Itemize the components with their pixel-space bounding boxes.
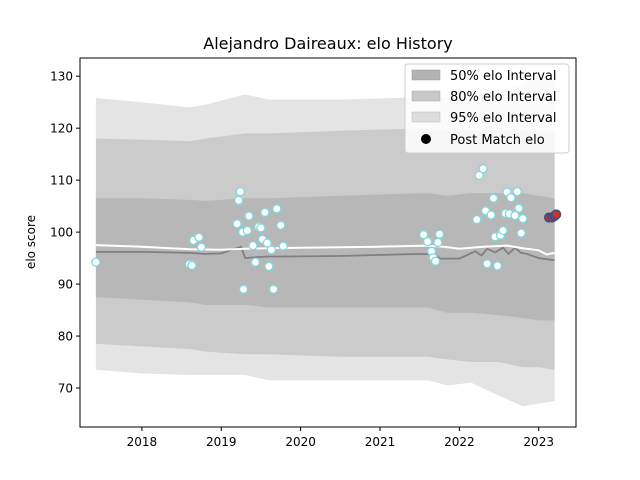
- post-match-point: [498, 225, 508, 236]
- post-match-point: [196, 242, 207, 252]
- post-match-point: [235, 186, 245, 197]
- plot-frame: [79, 57, 577, 428]
- post-match-point: [418, 230, 429, 240]
- x-tick-label: 2018: [127, 435, 158, 449]
- post-match-point: [516, 228, 526, 238]
- post-match-point: [266, 245, 276, 255]
- plot-area: [91, 73, 562, 407]
- y-tick-label: 130: [50, 70, 73, 84]
- x-tick-label: 2020: [285, 435, 316, 449]
- legend: 50% elo Interval 80% elo Interval 95% el…: [404, 63, 570, 154]
- post-match-point: [506, 193, 516, 203]
- y-tick-label: 120: [50, 122, 73, 136]
- post-match-point: [91, 257, 101, 267]
- post-match-point: [488, 193, 499, 203]
- chart-title: Alejandro Daireaux: elo History: [203, 34, 453, 53]
- y-axis: 70 80 90 100 110 120 130: [50, 70, 80, 396]
- series-line-2: [95, 244, 555, 256]
- post-match-point: [433, 237, 443, 248]
- post-match-point: [474, 170, 484, 181]
- post-match-point: [492, 261, 503, 271]
- post-match-point: [272, 204, 282, 214]
- y-axis-title: elo score: [24, 215, 38, 269]
- legend-label-95: 95% elo Interval: [450, 111, 557, 126]
- post-match-point: [482, 259, 492, 269]
- post-match-point: [232, 219, 242, 229]
- post-match-point: [268, 284, 279, 294]
- post-match-point: [430, 256, 441, 266]
- post-match-points: [91, 164, 562, 294]
- y-tick-label: 80: [58, 330, 73, 344]
- legend-label-80: 80% elo Interval: [450, 90, 557, 105]
- legend-marker-post-match: [421, 134, 431, 144]
- x-tick-label: 2019: [206, 435, 237, 449]
- post-match-point: [486, 210, 496, 220]
- y-tick-label: 100: [50, 226, 73, 240]
- x-tick-label: 2022: [444, 435, 475, 449]
- legend-label-50: 50% elo Interval: [450, 69, 557, 84]
- post-match-point: [422, 236, 433, 247]
- post-match-point: [276, 220, 286, 230]
- post-match-point: [514, 203, 524, 213]
- post-match-point: [244, 211, 254, 221]
- post-match-point: [512, 186, 522, 197]
- x-tick-label: 2023: [523, 435, 554, 449]
- post-match-point: [256, 223, 266, 233]
- legend-swatch-95: [411, 111, 441, 123]
- y-tick-label: 110: [50, 174, 73, 188]
- post-match-point: [248, 240, 258, 251]
- post-match-point: [434, 229, 445, 239]
- legend-label-post-match: Post Match elo: [450, 133, 545, 148]
- legend-box: [404, 63, 570, 154]
- post-match-point: [242, 225, 253, 236]
- post-match-point: [194, 232, 204, 242]
- post-match-point: [264, 261, 274, 272]
- post-match-point: [262, 238, 272, 248]
- x-axis: 2018 2019 2020 2021 2022 2023: [127, 427, 554, 449]
- post-match-point: [238, 284, 249, 294]
- legend-swatch-80: [411, 90, 441, 102]
- post-match-point: [510, 210, 520, 221]
- x-tick-label: 2021: [365, 435, 396, 449]
- post-match-point: [472, 214, 482, 225]
- y-tick-label: 70: [58, 382, 73, 396]
- y-tick-label: 90: [58, 278, 73, 292]
- post-match-point: [250, 257, 261, 267]
- legend-swatch-50: [411, 69, 441, 81]
- post-match-point: [260, 207, 270, 218]
- post-match-point: [234, 195, 244, 206]
- post-match-point: [278, 241, 288, 251]
- post-match-point: [478, 164, 488, 174]
- recent-match-point: [551, 209, 562, 220]
- post-match-point: [518, 213, 528, 224]
- post-match-point: [187, 260, 197, 271]
- interval-bands: [95, 73, 555, 407]
